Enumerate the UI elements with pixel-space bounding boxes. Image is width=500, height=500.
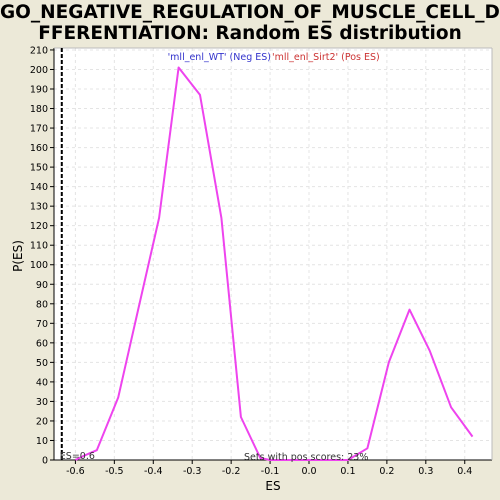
y-tick-label: 80 (36, 299, 48, 310)
y-tick-label: 190 (30, 85, 48, 96)
y-tick-label: 90 (36, 280, 48, 291)
x-tick-label: 0.1 (340, 466, 355, 477)
y-tick-label: 110 (30, 241, 48, 252)
x-tick-label: -0.4 (144, 466, 163, 477)
es-marker-label: ES=0.6 (60, 451, 95, 462)
x-tick-label: -0.3 (183, 466, 202, 477)
x-tick-label: 0.2 (379, 466, 394, 477)
y-tick-label: 70 (36, 319, 48, 330)
y-tick-label: 40 (36, 377, 48, 388)
chart-title-line-1: GO_NEGATIVE_REGULATION_OF_MUSCLE_CELL_DI (0, 2, 500, 23)
es-marker: ES=0.6 (60, 48, 95, 462)
x-tick-label: -0.5 (105, 466, 124, 477)
pos-scores-annotation: Sets with pos scores: 23% (244, 452, 368, 463)
x-tick-label: 0.0 (301, 466, 316, 477)
x-tick-label: -0.6 (66, 466, 85, 477)
y-tick-label: 140 (30, 182, 48, 193)
axes: 0 10 20 30 40 50 60 70 80 90 100 110 120 130 140 150 160… (30, 45, 493, 477)
legend-pos-label: 'mll_enl_Sirt2' (Pos ES) (272, 52, 380, 63)
y-tick-label: 60 (36, 338, 48, 349)
x-tick-label: 0.4 (457, 466, 472, 477)
y-tick-label: 0 (42, 456, 48, 467)
y-tick-label: 170 (30, 124, 48, 135)
y-tick-label: 20 (36, 416, 48, 427)
y-tick-label: 210 (30, 45, 48, 56)
y-tick-label: 30 (36, 397, 48, 408)
chart-title-line-2: FFERENTIATION: Random ES distribution (38, 23, 462, 44)
x-tick-label: 0.3 (418, 466, 433, 477)
y-tick-label: 150 (30, 163, 48, 174)
y-tick-label: 100 (30, 260, 48, 271)
legend-neg-label: 'mll_enl_WT' (Neg ES) (168, 52, 271, 63)
x-axis-label: ES (265, 479, 280, 493)
x-tick-label: -0.2 (222, 466, 241, 477)
plot-area (54, 48, 492, 460)
series-layer (74, 66, 474, 461)
y-tick-label: 200 (30, 65, 48, 76)
y-tick-label: 50 (36, 358, 48, 369)
x-tick-label: -0.1 (261, 466, 280, 477)
y-tick-label: 120 (30, 221, 48, 232)
y-tick-label: 10 (36, 436, 48, 447)
y-axis-label: P(ES) (11, 240, 25, 272)
grid (54, 48, 492, 461)
y-tick-label: 160 (30, 143, 48, 154)
distribution-line (74, 66, 474, 461)
y-tick-label: 130 (30, 202, 48, 213)
y-tick-label: 180 (30, 104, 48, 115)
